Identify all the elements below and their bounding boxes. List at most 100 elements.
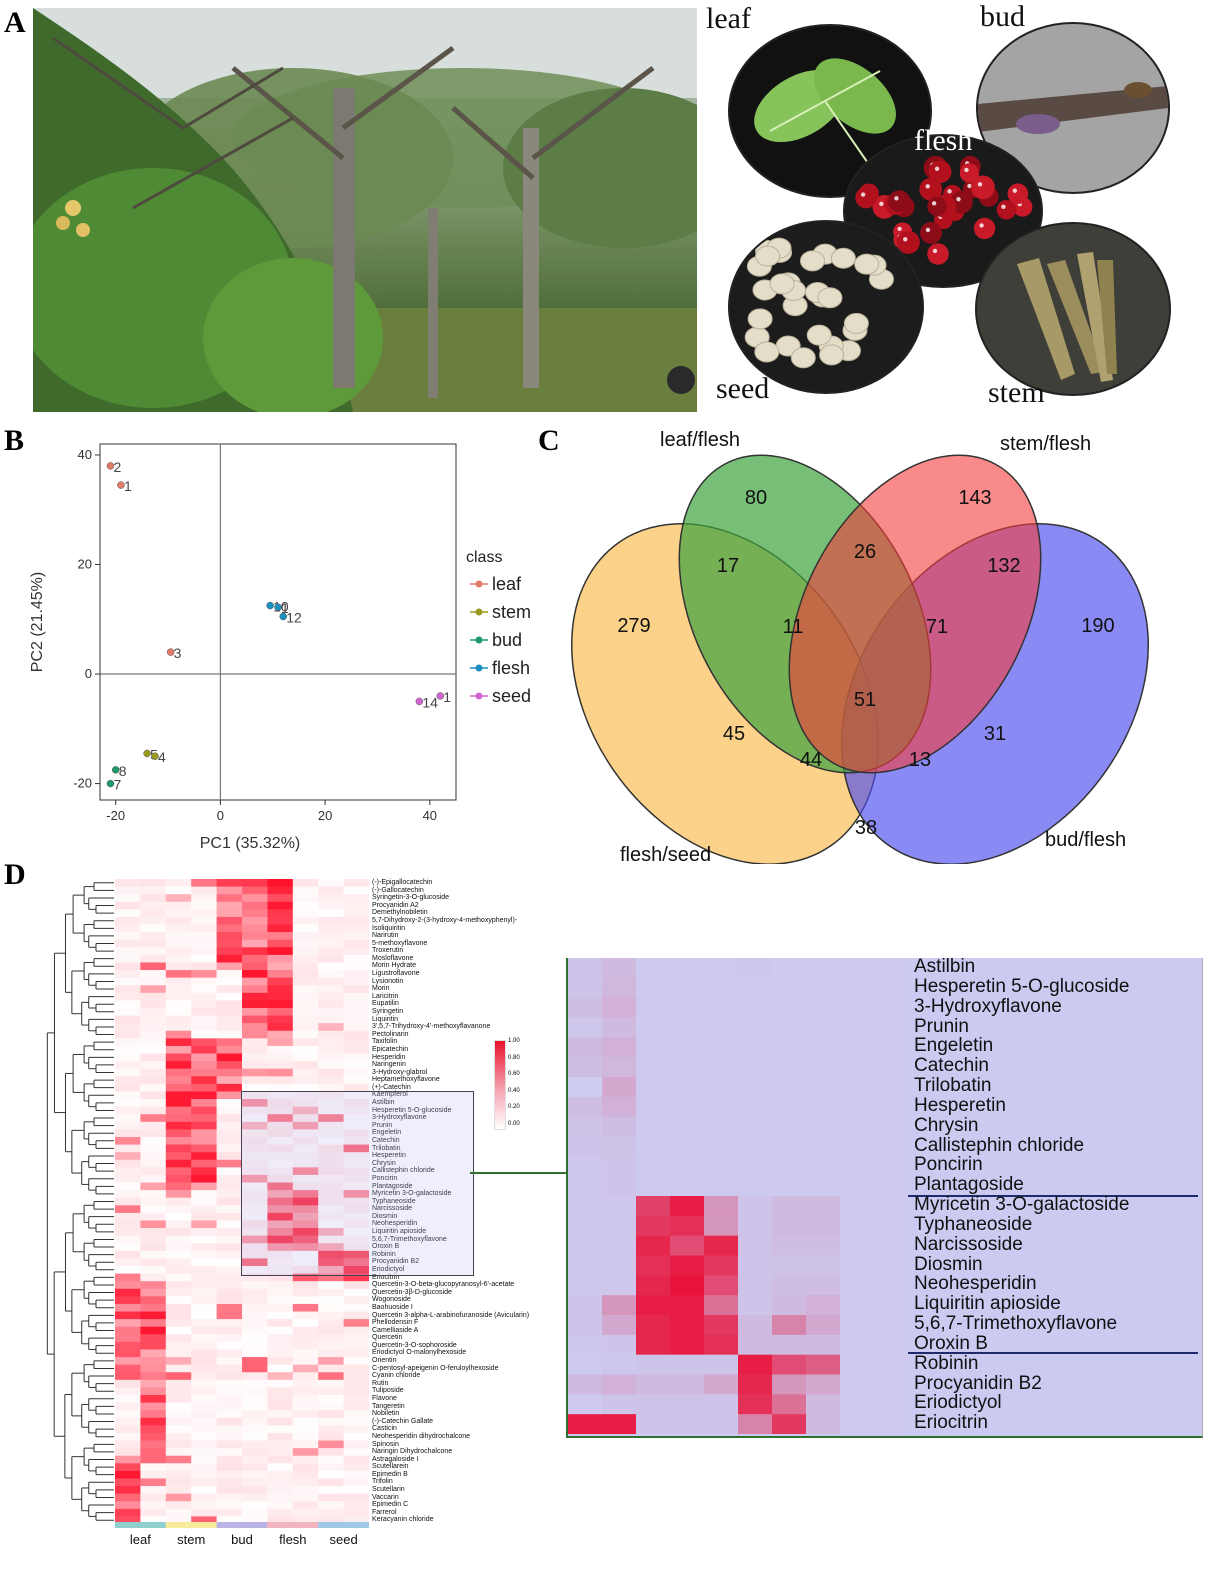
heatmap-cell xyxy=(165,1197,192,1206)
heatmap-cell xyxy=(191,1334,218,1343)
heatmap-cell xyxy=(292,1455,319,1464)
heatmap-compound-label: Procyanidin B2 xyxy=(372,1258,420,1266)
heatmap-cell xyxy=(292,1250,319,1259)
zoomed-compound-label: Neohesperidin xyxy=(914,1273,1037,1295)
heatmap-cell xyxy=(216,1106,243,1115)
zoomed-heatmap-cell xyxy=(806,1057,841,1078)
heatmap-cell xyxy=(318,1076,345,1085)
heatmap-cell xyxy=(267,1273,294,1282)
zoomed-heatmap-cell xyxy=(602,1295,637,1316)
heatmap-cell xyxy=(140,1478,167,1487)
heatmap-cell xyxy=(292,1243,319,1252)
heatmap-legend-tick: 0.40 xyxy=(508,1087,520,1094)
heatmap-cell xyxy=(292,886,319,895)
heatmap-cell xyxy=(191,1030,218,1039)
heatmap-cell xyxy=(165,977,192,986)
heatmap-compound-label: Prunin xyxy=(372,1121,393,1129)
heatmap-cell xyxy=(216,1349,243,1358)
group-bar-segment xyxy=(165,1522,217,1528)
zoomed-heatmap-cell xyxy=(874,1315,908,1336)
heatmap-cell xyxy=(140,1008,167,1017)
heatmap-cell xyxy=(242,1220,268,1229)
heatmap-cell xyxy=(140,1167,167,1176)
zoomed-heatmap-cell xyxy=(704,1295,739,1316)
heatmap-cell xyxy=(267,1372,294,1381)
heatmap-cell xyxy=(343,1463,369,1472)
heatmap-cell xyxy=(115,1319,141,1328)
heatmap-cell xyxy=(191,1364,218,1373)
zoomed-compound-label: Myricetin 3-O-galactoside xyxy=(914,1194,1130,1215)
heatmap-compound-label: Engeletin xyxy=(372,1129,402,1137)
heatmap-cell xyxy=(115,1159,141,1168)
heatmap-cell xyxy=(216,1326,243,1335)
heatmap-cell xyxy=(165,1440,192,1449)
venn-diagram: leaf/flesh stem/flesh flesh/seed bud/fle… xyxy=(570,429,1150,864)
heatmap-cell xyxy=(140,962,167,971)
heatmap-cell xyxy=(191,1212,218,1221)
heatmap-cell xyxy=(343,909,369,918)
heatmap-cell xyxy=(267,1045,294,1055)
heatmap-cell xyxy=(292,1470,319,1479)
heatmap-cell xyxy=(216,1281,243,1290)
heatmap-cell xyxy=(318,1341,345,1350)
heatmap-cell xyxy=(242,1197,268,1206)
heatmap-cell xyxy=(292,879,319,888)
heatmap-cell xyxy=(115,1334,141,1343)
zoomed-heatmap-cell xyxy=(704,1235,739,1256)
heatmap-cell xyxy=(115,1410,141,1419)
heatmap-cell xyxy=(292,1258,319,1267)
heatmap-cell xyxy=(115,1106,141,1115)
heatmap-cell xyxy=(140,1349,167,1358)
heatmap-cell xyxy=(191,1129,218,1138)
panel-label-d: D xyxy=(4,858,26,891)
heatmap-cell xyxy=(267,1288,294,1297)
heatmap-cell xyxy=(140,1395,167,1404)
heatmap-cell xyxy=(292,970,319,979)
heatmap-cell xyxy=(115,1190,141,1199)
heatmap-cell xyxy=(115,939,141,948)
heatmap-cell xyxy=(318,1258,345,1267)
organ-label-stem: stem xyxy=(988,376,1045,409)
pca-ytick-label: 40 xyxy=(78,447,92,462)
pca-legend-key-marker xyxy=(475,692,483,700)
heatmap-compound-label: 3-Hydroxyflavone xyxy=(372,1114,427,1122)
heatmap-cell xyxy=(165,1159,192,1168)
zoomed-heatmap-cell xyxy=(738,1057,773,1078)
zoomed-heatmap-cell xyxy=(772,1394,807,1415)
heatmap-cell xyxy=(191,932,218,941)
zoomed-heatmap-cell xyxy=(874,1295,908,1316)
panel-label-c: C xyxy=(538,424,560,457)
heatmap-cell xyxy=(242,1372,268,1381)
heatmap-cell xyxy=(140,1068,167,1077)
zoomed-heatmap-cell xyxy=(874,1394,908,1415)
heatmap-cell xyxy=(242,1326,268,1335)
heatmap-cell xyxy=(140,1379,167,1388)
zoomed-heatmap-cell xyxy=(568,1275,603,1296)
heatmap-color-legend xyxy=(494,1040,506,1130)
zoomed-heatmap-cell xyxy=(772,1136,807,1157)
heatmap-cell xyxy=(115,1417,141,1426)
heatmap-cell xyxy=(216,924,243,933)
heatmap-cell xyxy=(267,886,294,895)
zoomed-heatmap-cell xyxy=(602,1176,637,1197)
heatmap-cell xyxy=(140,1182,167,1191)
heatmap-cell xyxy=(242,1045,268,1055)
heatmap-cell xyxy=(242,1486,268,1495)
heatmap-cell xyxy=(165,1190,192,1199)
heatmap-cell xyxy=(191,1008,218,1017)
heatmap-cell xyxy=(267,947,294,956)
group-label: stem xyxy=(177,1532,205,1547)
heatmap-cell xyxy=(242,1349,268,1358)
zoomed-heatmap-cell xyxy=(704,1096,739,1118)
heatmap-compound-label: Hesperetin 5-O-glucoside xyxy=(372,1106,452,1114)
heatmap-cell xyxy=(115,1137,141,1146)
zoomed-heatmap-cell xyxy=(670,1116,705,1137)
heatmap-cell xyxy=(216,1440,243,1449)
heatmap-cell xyxy=(216,879,243,888)
zoomed-heatmap-cell xyxy=(636,1275,671,1296)
heatmap-cell xyxy=(140,894,167,903)
heatmap-cell xyxy=(242,1288,268,1297)
heatmap-cell xyxy=(115,909,141,918)
heatmap-cell xyxy=(318,1228,345,1237)
heatmap-cell xyxy=(292,1493,319,1502)
